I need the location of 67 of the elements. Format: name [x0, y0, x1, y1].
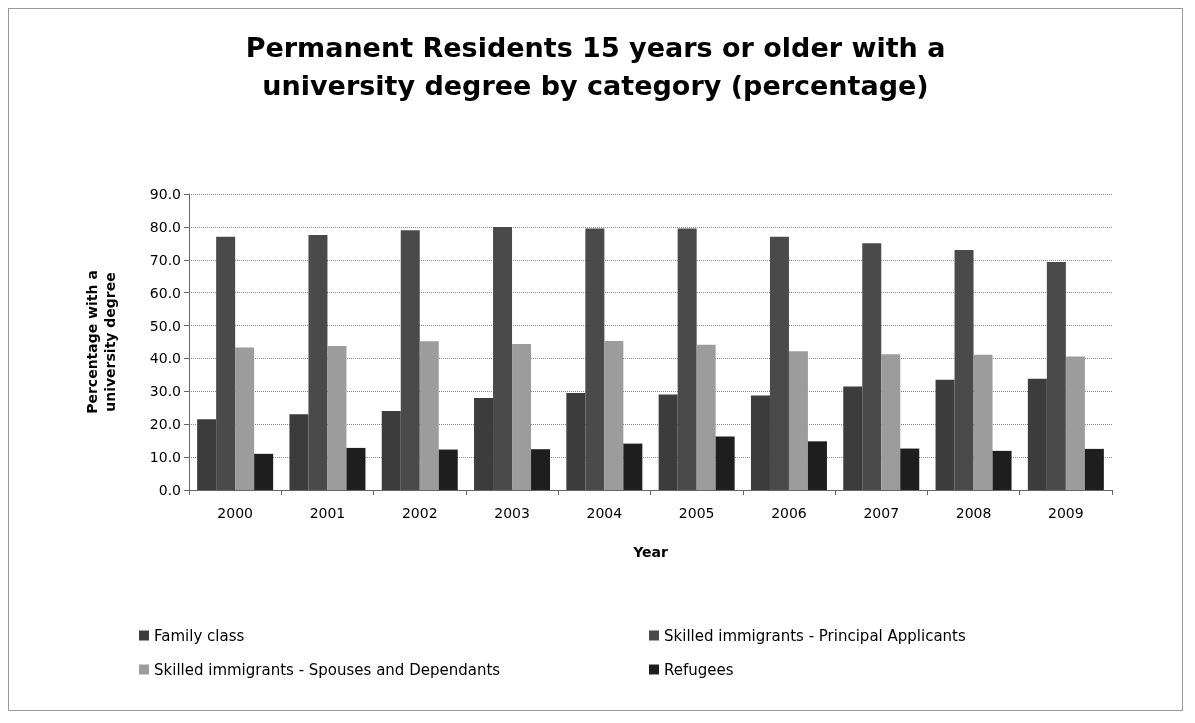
x-tick-label: 2006 — [771, 505, 807, 521]
bar — [604, 341, 624, 490]
bar — [346, 447, 366, 490]
bar — [843, 386, 863, 490]
bar — [327, 345, 347, 490]
bar — [788, 351, 808, 490]
bar — [992, 450, 1012, 490]
y-tick-label: 10.0 — [149, 449, 181, 466]
bar — [566, 392, 586, 490]
bar — [954, 249, 974, 490]
y-tick-label: 30.0 — [149, 383, 181, 400]
x-tick-label: 2001 — [309, 505, 346, 521]
bar — [197, 419, 217, 490]
bar — [862, 243, 882, 490]
bar — [512, 343, 532, 490]
bar — [493, 226, 513, 490]
y-tick-label: 50.0 — [149, 317, 181, 334]
legend-label: Family class — [154, 626, 245, 645]
bar — [419, 341, 439, 490]
chart-title: Permanent Residents 15 years or older with a university degree by category (percentage) — [245, 31, 946, 101]
bar — [438, 449, 458, 490]
bar — [696, 344, 716, 490]
y-axis-title: Percentage with a university degree — [84, 270, 118, 414]
legend-label: Skilled immigrants - Spouses and Dependants — [154, 660, 501, 679]
x-tick-label: 2004 — [586, 505, 623, 521]
bar — [308, 235, 328, 490]
bar — [381, 411, 401, 490]
y-tick-label: 90.0 — [149, 186, 181, 202]
bar — [658, 394, 678, 490]
bar — [715, 436, 735, 490]
bar — [807, 441, 827, 490]
x-tick-label: 2008 — [955, 505, 992, 521]
bar — [400, 230, 420, 490]
bar — [1084, 448, 1104, 490]
bar — [750, 395, 770, 490]
bar — [769, 236, 789, 490]
x-tick-label: 2002 — [401, 505, 438, 521]
bar — [935, 379, 955, 490]
y-tick-label: 80.0 — [149, 218, 181, 235]
bar — [623, 443, 643, 490]
bar — [1065, 356, 1085, 490]
x-tick-label: 2005 — [678, 505, 715, 521]
legend-label: Skilled immigrants - Principal Applicants — [664, 626, 966, 645]
y-tick-label: 60.0 — [149, 284, 181, 301]
bar — [254, 453, 274, 490]
x-axis-title: Year — [632, 544, 668, 560]
bar — [531, 449, 551, 490]
y-tick-label: 40.0 — [149, 350, 181, 367]
bar — [235, 347, 255, 490]
bar — [973, 354, 993, 490]
bar — [474, 397, 494, 490]
y-tick-label: 20.0 — [149, 416, 181, 433]
bar — [677, 228, 697, 490]
legend-label: Refugees — [664, 660, 734, 679]
bar — [1046, 262, 1066, 490]
x-tick-label: 2000 — [217, 505, 253, 521]
bar — [289, 414, 309, 490]
bar — [1027, 378, 1047, 490]
x-tick-label: 2009 — [1048, 505, 1084, 521]
y-tick-label: 70.0 — [149, 251, 181, 268]
bar — [585, 228, 605, 490]
bar — [216, 236, 236, 490]
x-tick-label: 2007 — [863, 505, 900, 521]
bar — [881, 354, 901, 490]
bar — [900, 448, 920, 490]
x-tick-label: 2003 — [494, 505, 530, 521]
y-tick-label: 0.0 — [158, 482, 181, 498]
